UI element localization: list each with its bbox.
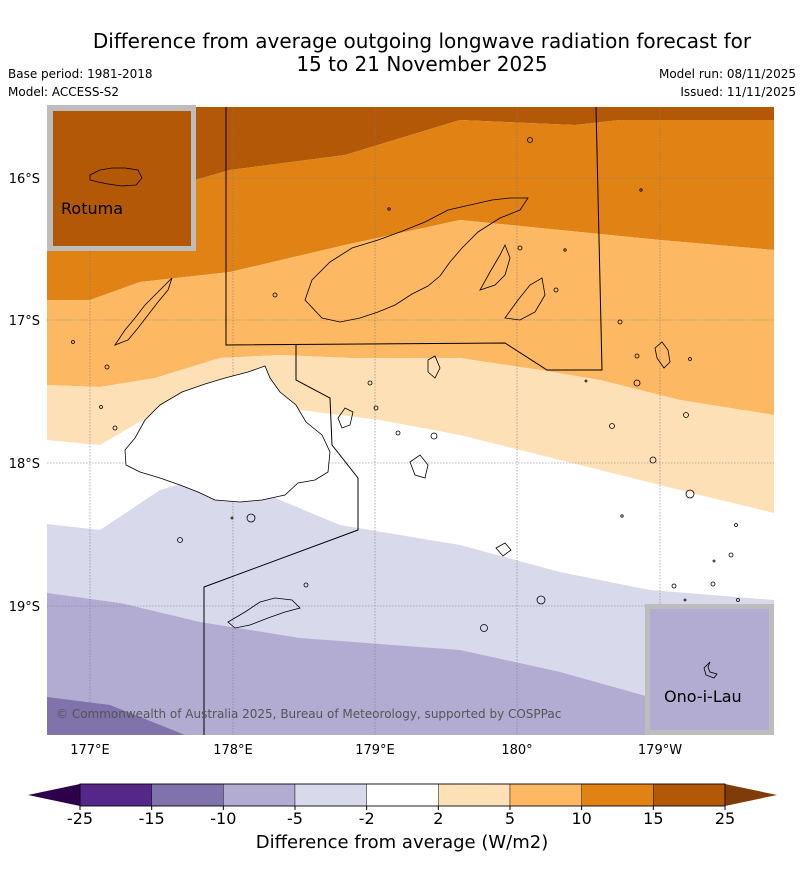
lat-label: 17°S — [9, 314, 40, 329]
copyright-text: © Commonwealth of Australia 2025, Bureau… — [56, 707, 561, 721]
islets — [71, 137, 740, 632]
model-text: Model: ACCESS-S2 — [8, 85, 120, 99]
colorbar-tick-label: -25 — [67, 809, 93, 828]
colorbar-segment — [366, 783, 439, 807]
meta-left: Base period: 1981-2018 Model: ACCESS-S2 — [8, 65, 153, 101]
colorbar-over-arrow — [725, 784, 777, 806]
lat-label: 19°S — [9, 600, 40, 615]
colorbar-segment — [151, 783, 224, 807]
inset-ono-i-lau-label: Ono-i-Lau — [664, 687, 742, 706]
colorbar-segment — [294, 783, 367, 807]
inset-rotuma: Rotuma — [47, 105, 196, 251]
island-vanua-levu — [304, 197, 529, 323]
island-viti-levu — [124, 365, 331, 503]
colorbar-segment — [581, 783, 654, 807]
colorbar-segment — [509, 783, 582, 807]
colorbar-frame — [79, 783, 726, 807]
lon-label: 177°E — [70, 743, 110, 758]
colorbar-title: Difference from average (W/m2) — [255, 832, 549, 853]
lon-label: 178°E — [213, 743, 253, 758]
island-gau — [409, 454, 429, 479]
map-title-line2: 15 to 21 November 2025 — [296, 52, 548, 76]
meta-right: Model run: 08/11/2025 Issued: 11/11/2025 — [659, 65, 796, 101]
colorbar-under-arrow — [28, 784, 80, 806]
colorbar-tick-label: 10 — [571, 809, 591, 828]
boundary-lines — [203, 107, 603, 735]
lon-label: 180° — [501, 743, 532, 758]
colorbar-segment — [223, 783, 296, 807]
inset-rotuma-label: Rotuma — [61, 199, 123, 218]
island-taveuni — [479, 244, 511, 291]
lon-label: 179°E — [355, 743, 395, 758]
field-band-neg15-neg10 — [47, 697, 185, 735]
colorbar-segment — [438, 783, 511, 807]
island-ono-i-lau — [703, 661, 718, 679]
lat-label: 18°S — [9, 457, 40, 472]
map-title: Difference from average outgoing longwav… — [60, 30, 784, 76]
island-moala — [495, 542, 512, 557]
island-rotuma — [89, 167, 143, 187]
colorbar-tick-label: -5 — [287, 809, 303, 828]
island-yasawa — [113, 277, 173, 346]
island-koro — [504, 277, 546, 321]
issued-text: Issued: 11/11/2025 — [680, 85, 796, 99]
island-vanua-balavu — [427, 355, 441, 379]
model-run-text: Model run: 08/11/2025 — [658, 67, 796, 81]
lon-label: 179°W — [638, 743, 682, 758]
colorbar-tick-label: 15 — [643, 809, 663, 828]
colorbar-tick-label: 2 — [433, 809, 443, 828]
island-kadavu — [227, 597, 301, 629]
map-title-line1: Difference from average outgoing longwav… — [92, 29, 752, 53]
field-band-5-10 — [47, 220, 774, 415]
colorbar-tick-label: -2 — [359, 809, 375, 828]
colorbar-tick-label: 25 — [715, 809, 735, 828]
colorbar-tick-label: -15 — [139, 809, 165, 828]
inset-ono-i-lau: Ono-i-Lau — [645, 604, 774, 735]
colorbar-tick-label: 5 — [505, 809, 515, 828]
island-lakeba — [654, 341, 671, 369]
field-band-neg10-neg5 — [47, 593, 774, 735]
lon-labels: 177°E 178°E 179°E 180° 179°W — [70, 743, 682, 758]
field-band-10-15 — [47, 120, 774, 300]
colorbar: -25 -15 -10 -5 -2 2 5 10 15 25 — [28, 783, 777, 828]
island-ovalau — [337, 407, 354, 429]
lat-labels: 16°S 17°S 18°S 19°S — [9, 172, 40, 615]
lat-label: 16°S — [9, 172, 40, 187]
colorbar-segment — [653, 783, 726, 807]
base-period-text: Base period: 1981-2018 — [8, 67, 153, 81]
colorbar-tick-label: -10 — [210, 809, 236, 828]
colorbar-segment — [79, 783, 152, 807]
field-band-15-25 — [47, 107, 774, 200]
